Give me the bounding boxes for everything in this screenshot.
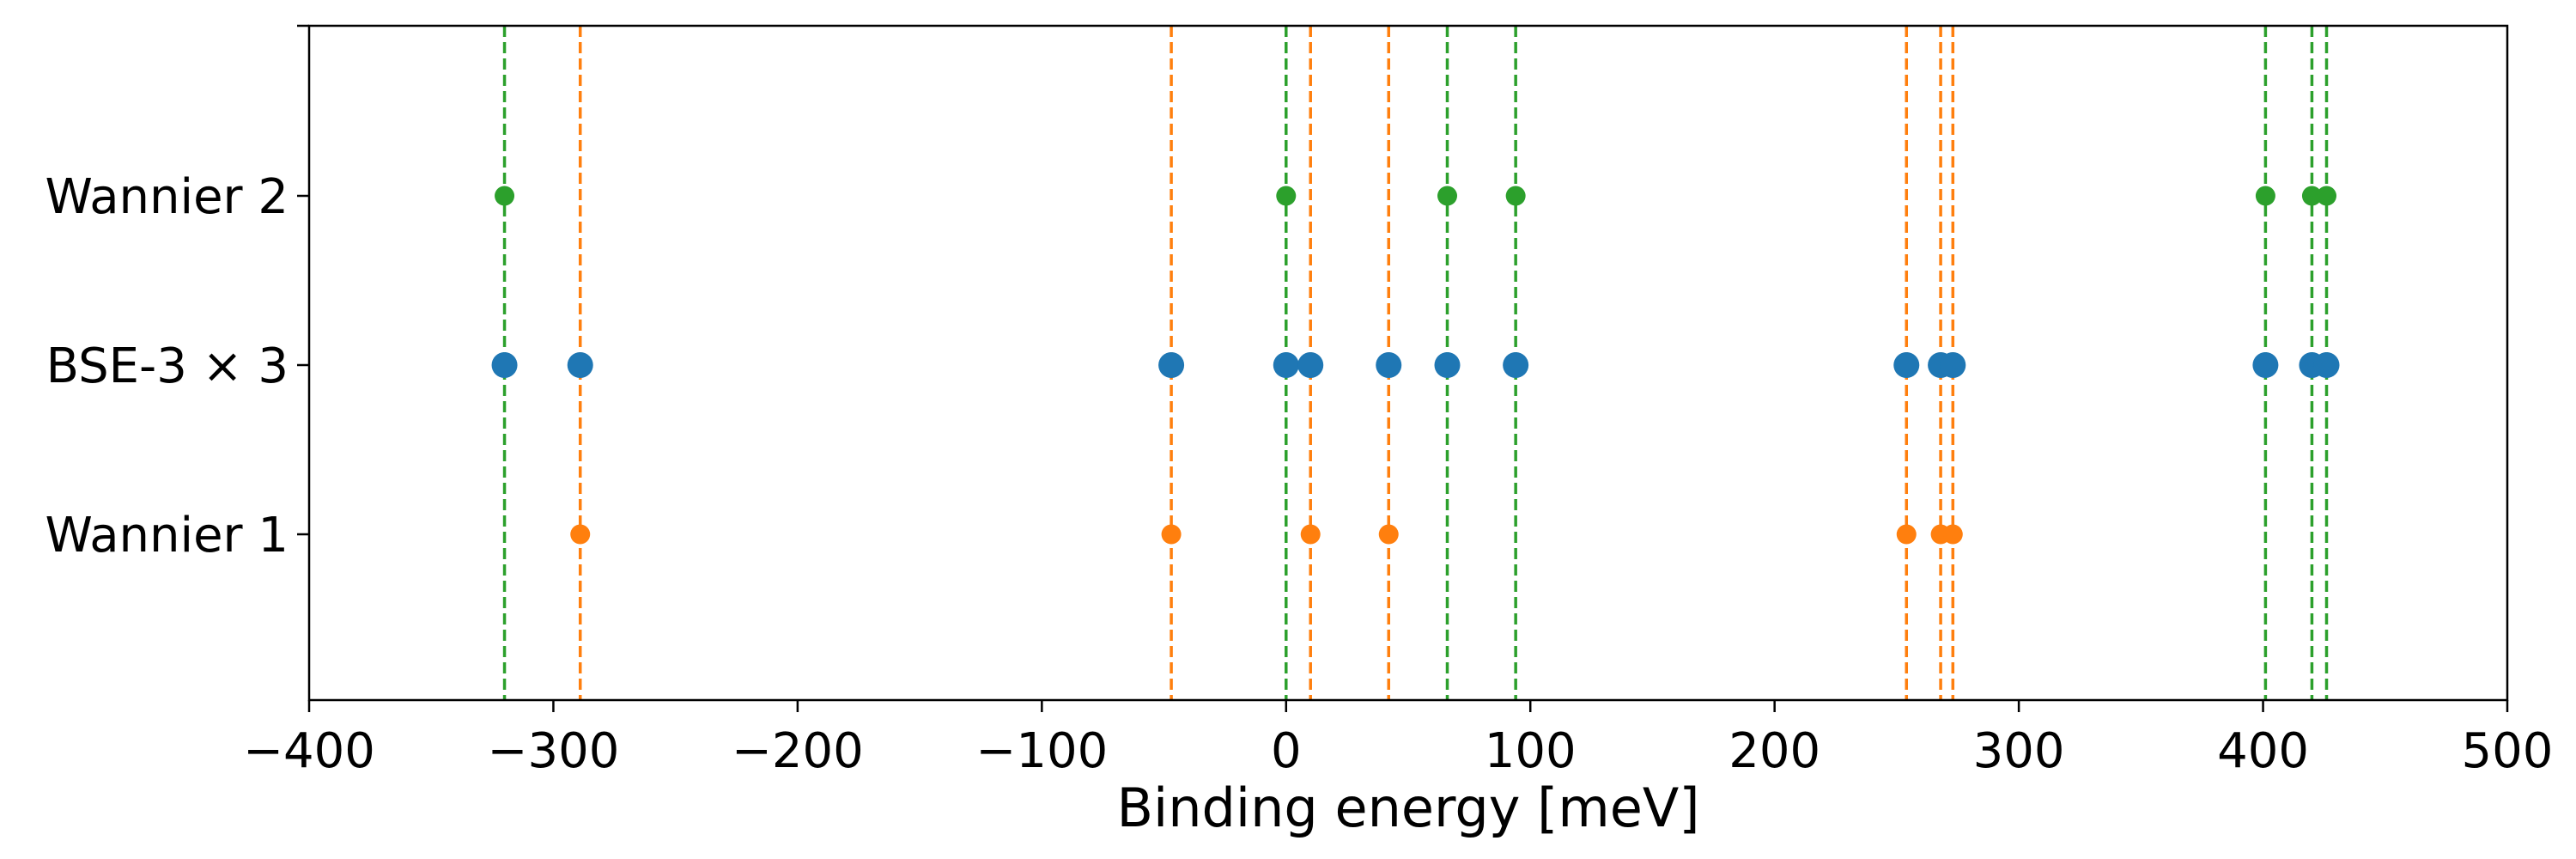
- point-2-4: [1896, 524, 1917, 545]
- point-1-10: [1940, 352, 1966, 378]
- point-1-8: [1893, 352, 1920, 378]
- point-2-6: [1942, 524, 1963, 545]
- point-1-7: [1503, 352, 1529, 378]
- point-1-0: [491, 352, 518, 378]
- point-1-6: [1434, 352, 1461, 378]
- plot-frame: [307, 24, 2509, 702]
- x-tick-label-4: 0: [1271, 723, 1302, 779]
- x-axis-title: Binding energy [meV]: [1116, 777, 1699, 839]
- point-1-1: [567, 352, 593, 378]
- x-tick-label-2: −200: [732, 723, 864, 779]
- data-points: [491, 186, 2340, 545]
- point-0-6: [2317, 186, 2337, 206]
- x-tick-label-6: 200: [1728, 723, 1820, 779]
- x-tick-label-7: 300: [1973, 723, 2065, 779]
- point-0-3: [1505, 186, 1526, 206]
- point-2-1: [1161, 524, 1182, 545]
- point-0-0: [495, 186, 515, 206]
- x-tick-label-5: 100: [1485, 723, 1577, 779]
- point-0-2: [1437, 186, 1458, 206]
- point-1-5: [1376, 352, 1402, 378]
- y-tick-label-1: BSE-3 × 3: [46, 338, 289, 394]
- y-tick-label-0: Wannier 1: [45, 508, 289, 564]
- reference-lines: [502, 26, 2329, 700]
- point-1-2: [1158, 352, 1185, 378]
- point-1-13: [2313, 352, 2340, 378]
- x-tick-label-8: 400: [2217, 723, 2309, 779]
- point-0-5: [2301, 186, 2322, 206]
- point-1-3: [1273, 352, 1299, 378]
- point-1-11: [2252, 352, 2279, 378]
- y-axis-ticks: Wannier 1 BSE-3 × 3 Wannier 2: [45, 24, 309, 564]
- x-axis-ticks: −400 −300 −200 −100 0 100 200 300 400 500: [243, 700, 2553, 779]
- x-tick-label-9: 500: [2462, 723, 2554, 779]
- y-tick-label-2: Wannier 2: [45, 169, 289, 225]
- point-2-3: [1378, 524, 1399, 545]
- point-2-2: [1300, 524, 1321, 545]
- point-1-4: [1297, 352, 1324, 378]
- point-0-4: [2255, 186, 2275, 206]
- x-tick-label-0: −400: [243, 723, 375, 779]
- point-2-0: [570, 524, 591, 545]
- point-0-1: [1276, 186, 1297, 206]
- x-tick-label-3: −100: [975, 723, 1108, 779]
- x-tick-label-1: −300: [488, 723, 620, 779]
